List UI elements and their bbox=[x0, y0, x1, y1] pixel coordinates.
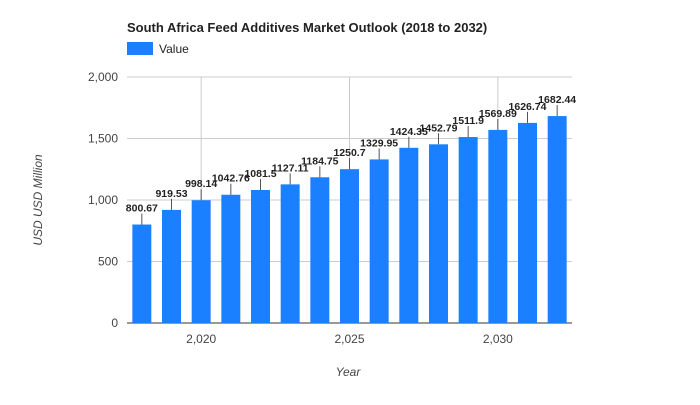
bar-2025 bbox=[340, 169, 359, 323]
y-tick-label: 2,000 bbox=[88, 70, 118, 84]
bar-2021 bbox=[221, 194, 241, 323]
bar-2032 bbox=[547, 116, 567, 324]
chart-title: South Africa Feed Additives Market Outlo… bbox=[127, 20, 487, 35]
y-axis-label: USD USD Million bbox=[31, 154, 45, 246]
data-label-2029: 1511.9 bbox=[452, 115, 484, 127]
bar-2022 bbox=[251, 189, 270, 323]
data-label-2021: 1042.76 bbox=[212, 173, 250, 185]
y-axis-ticks: 0 500 1,000 1,500 2,000 bbox=[88, 70, 118, 330]
y-tick-label: 1,000 bbox=[88, 193, 118, 207]
bar-2018 bbox=[132, 224, 152, 323]
y-tick-label: 500 bbox=[98, 255, 118, 269]
data-label-2025: 1250.7 bbox=[333, 147, 365, 159]
data-label-2022: 1081.5 bbox=[244, 168, 276, 180]
data-label-2030: 1569.89 bbox=[479, 108, 517, 120]
bar-2020 bbox=[191, 200, 211, 323]
data-label-2019: 919.53 bbox=[155, 188, 187, 200]
x-axis-label: Year bbox=[336, 365, 362, 379]
x-axis-ticks: 2,020 2,025 2,030 bbox=[186, 332, 513, 346]
bars bbox=[132, 116, 567, 324]
x-tick-label: 2,030 bbox=[483, 332, 513, 346]
y-tick-label: 0 bbox=[111, 316, 118, 330]
bar-2028 bbox=[429, 144, 448, 323]
data-label-2023: 1127.11 bbox=[272, 162, 309, 174]
bar-2019 bbox=[162, 209, 181, 323]
data-label-2028: 1452.79 bbox=[420, 122, 458, 134]
bar-2024 bbox=[310, 177, 330, 323]
bar-2023 bbox=[280, 184, 300, 323]
bar-2027 bbox=[399, 147, 419, 323]
x-tick-label: 2,025 bbox=[334, 332, 364, 346]
data-label-2032: 1682.44 bbox=[538, 94, 576, 106]
x-tick-label: 2,020 bbox=[186, 332, 216, 346]
legend-swatch bbox=[127, 42, 153, 55]
data-label-2031: 1626.74 bbox=[509, 101, 547, 113]
bar-2031 bbox=[518, 122, 537, 323]
data-label-2026: 1329.95 bbox=[360, 137, 398, 149]
data-label-2024: 1184.75 bbox=[301, 155, 339, 167]
data-label-leaders bbox=[141, 105, 558, 225]
bar-2029 bbox=[458, 137, 478, 323]
data-label-2018: 800.67 bbox=[126, 203, 158, 215]
legend: Value bbox=[127, 42, 189, 56]
data-label-2027: 1424.35 bbox=[390, 126, 428, 138]
bar-2026 bbox=[369, 159, 389, 323]
data-labels: 800.67 919.53998.141042.761081.51127.1111… bbox=[126, 94, 577, 214]
data-label-2020: 998.14 bbox=[185, 178, 217, 190]
y-tick-label: 1,500 bbox=[88, 132, 118, 146]
legend-label: Value bbox=[159, 42, 189, 56]
bar-2030 bbox=[488, 129, 508, 323]
